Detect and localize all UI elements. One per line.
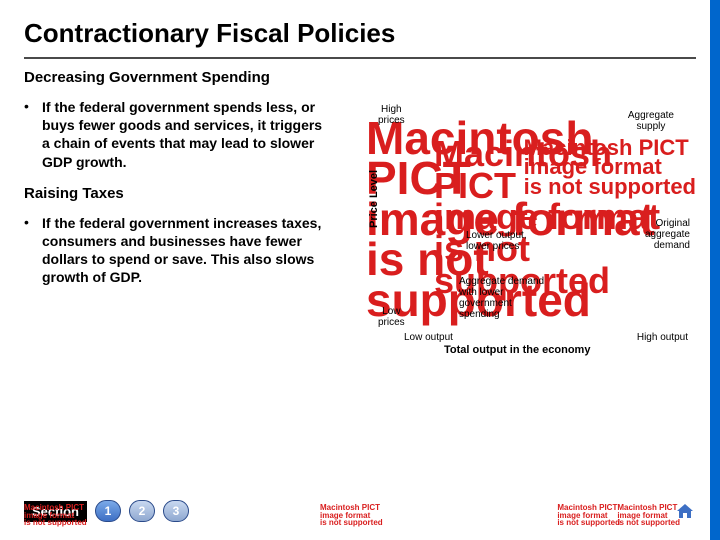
pict-error-small-4: Macintosh PICTimage formatis not support… (557, 504, 620, 526)
pict-error-small-1: Macintosh PICTimage formatis not support… (24, 504, 87, 526)
chart-area: Macintosh PICTimage formatis not support… (334, 98, 696, 368)
left-column: • If the federal government spends less,… (24, 98, 324, 368)
section-3-button[interactable]: 3 (163, 500, 189, 522)
high-output-label: High output (637, 332, 688, 343)
slide: Contractionary Fiscal Policies Decreasin… (0, 0, 720, 540)
title-rule (24, 57, 696, 59)
bullet-dot: • (24, 98, 42, 171)
bullet-dot: • (24, 214, 42, 287)
x-axis-label: Total output in the economy (444, 344, 590, 356)
original-agg-demand-label: Originalaggregatedemand (645, 218, 690, 251)
high-prices-label: Highprices (378, 104, 405, 126)
economics-chart: Price Level Highprices Lowprices Aggrega… (334, 98, 696, 368)
agg-demand-lower-label: Aggregate demandwith lowergovernmentspen… (459, 276, 544, 320)
section-1-button[interactable]: 1 (95, 500, 121, 522)
bullet-1: • If the federal government spends less,… (24, 98, 324, 171)
lower-output-label: Lower output,lower prices (466, 230, 527, 252)
section-2-button[interactable]: 2 (129, 500, 155, 522)
aggregate-supply-label: Aggregatesupply (628, 110, 674, 132)
low-prices-label: Lowprices (378, 306, 405, 328)
content-row: • If the federal government spends less,… (24, 98, 696, 368)
bullet-1-text: If the federal government spends less, o… (42, 98, 324, 171)
subheading-1: Decreasing Government Spending (24, 69, 696, 86)
pict-error-small-2: Macintosh PICTimage formatis not support… (320, 504, 383, 526)
bullet-2: • If the federal government increases ta… (24, 214, 324, 287)
blue-accent-strip (710, 0, 720, 540)
bullet-2-text: If the federal government increases taxe… (42, 214, 324, 287)
y-axis-label: Price Level (368, 170, 380, 228)
low-output-label: Low output (404, 332, 453, 343)
subheading-2: Raising Taxes (24, 185, 324, 202)
nav-bar: Macintosh PICTimage formatis not support… (0, 490, 720, 532)
pict-error-small-3: Macintosh PICTimage formatis not support… (617, 504, 680, 526)
page-title: Contractionary Fiscal Policies (24, 18, 696, 49)
